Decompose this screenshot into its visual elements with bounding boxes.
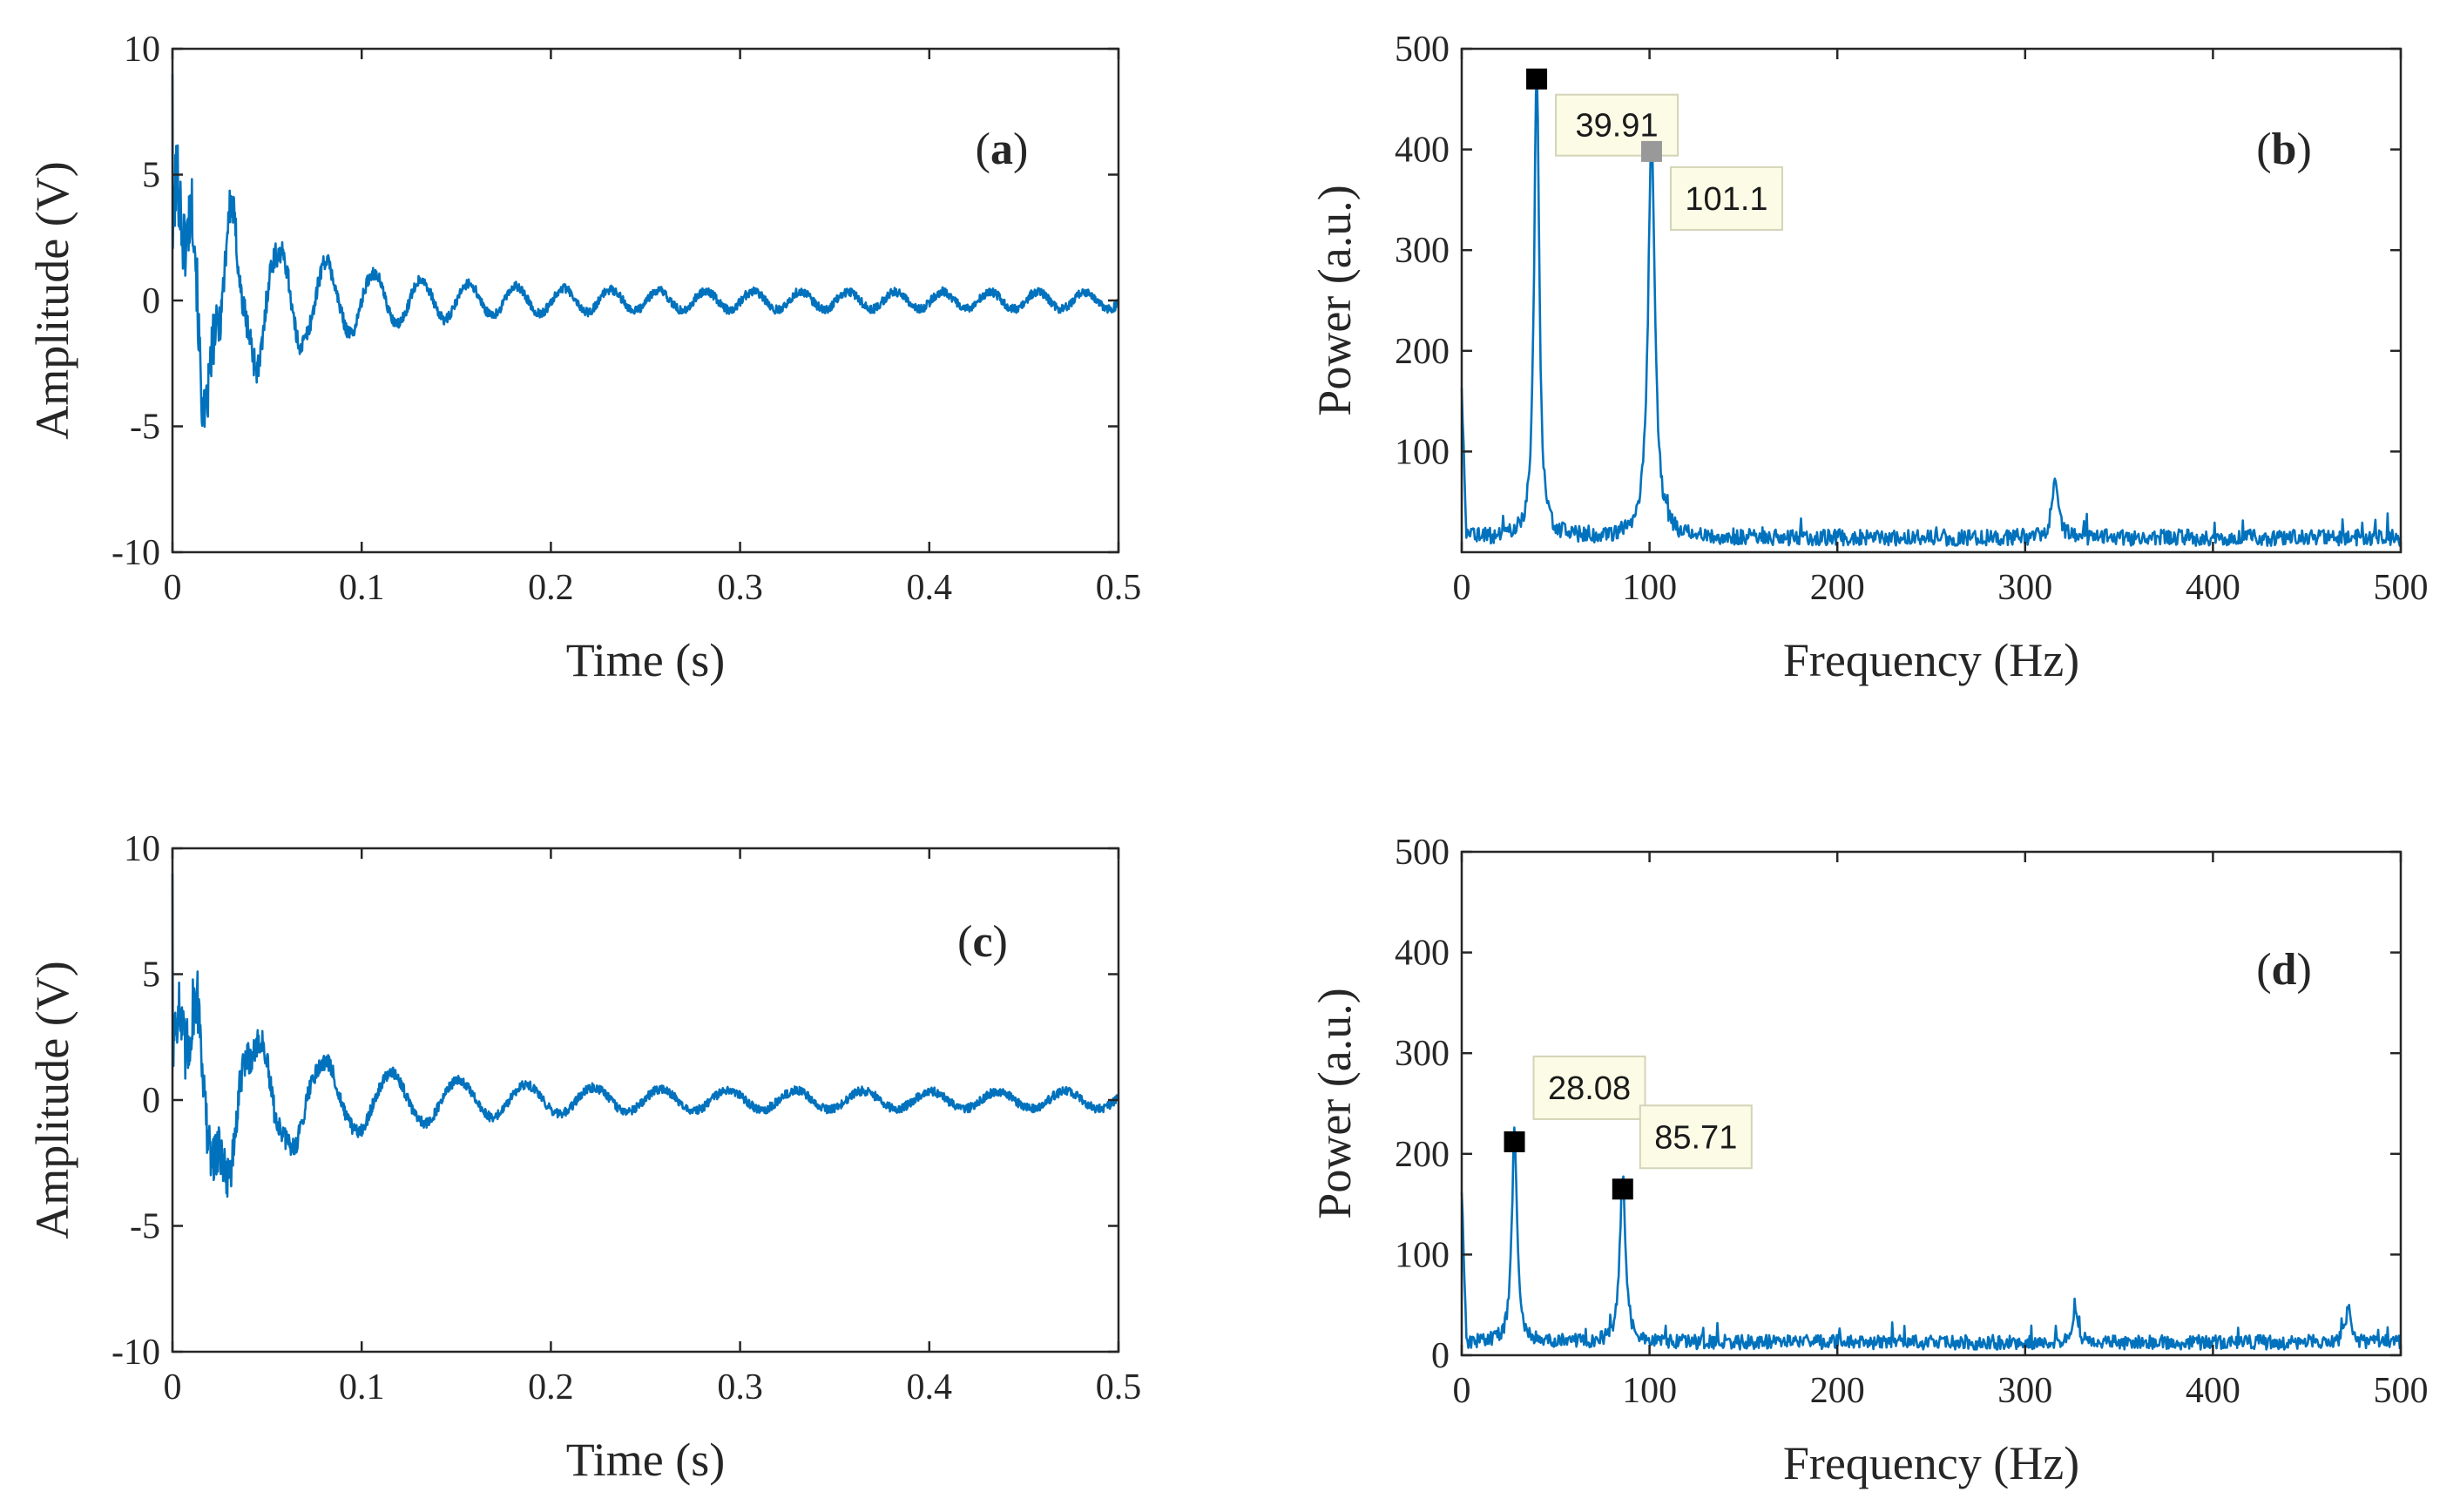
panel-a-ytick-label: 10 [124, 30, 160, 70]
panel-b-ylabel: Power (a.u.) [1308, 185, 1361, 415]
panel-d-data-tips: 28.08 85.71 [1504, 1055, 1753, 1200]
panel-d-xtick-label: 500 [2374, 1371, 2429, 1411]
panel-c-ytick-label: -10 [112, 1333, 160, 1373]
panel-b-plot [1460, 73, 2403, 547]
panel-a-ylabel: Amplitude (V) [26, 161, 78, 439]
panel-d-xtick-label: 100 [1622, 1371, 1677, 1411]
panel-b-data-tips: 39.91 101.1 [1526, 68, 1783, 231]
panel-b: 0 100 200 300 400 500 100 200 300 400 500 Frequenc… [1308, 30, 2429, 686]
panel-d: 0 100 200 300 400 500 0 100 200 300 400 500 Frequen… [1308, 833, 2429, 1489]
panel-d-spectrum-line [1460, 1126, 2402, 1351]
panel-c-ytick-label: 10 [124, 829, 160, 869]
panel-b-xtick-label: 0 [1453, 568, 1471, 608]
panel-a-ytick-label: 5 [142, 156, 160, 196]
panel-c-xlabel: Time (s) [566, 1434, 726, 1486]
panel-b-xtick-label: 400 [2186, 568, 2240, 608]
panel-d-ytick-label: 200 [1395, 1135, 1450, 1175]
panel-d-ytick-label: 400 [1395, 934, 1450, 974]
panel-d-ytick-label: 500 [1395, 833, 1450, 873]
panel-a-xtick-label: 0 [164, 568, 182, 608]
panel-b-ytick-label: 300 [1395, 231, 1450, 271]
panel-b-data-tip-label: 39.91 [1575, 108, 1658, 145]
panel-a-plot [171, 73, 1119, 429]
panel-c-label: (c) [957, 917, 1008, 967]
panel-a-xtick-label: 0.2 [528, 568, 574, 608]
panel-b-ytick-label: 400 [1395, 131, 1450, 171]
panel-b-data-tip-box [1669, 165, 1783, 231]
panel-d-data-tip-marker [1504, 1131, 1525, 1152]
panel-b-xtick-label: 100 [1622, 568, 1677, 608]
panel-b-xtick-label: 500 [2374, 568, 2429, 608]
panel-c-signal-line [171, 873, 1119, 1198]
panel-c-plot [171, 873, 1119, 1198]
panel-b-data-tip-marker [1526, 68, 1548, 90]
panel-c-xtick-label: 0.4 [907, 1367, 953, 1407]
panel-b-xtick-label: 300 [1997, 568, 2052, 608]
panel-d-data-tip-box [1639, 1104, 1753, 1170]
panel-d-data-tip-label: 85.71 [1654, 1119, 1737, 1156]
panel-b-label: (b) [2256, 125, 2312, 174]
panel-d-ticks: 0 100 200 300 400 500 0 100 200 300 400 500 [1395, 833, 2429, 1411]
panel-c: 0 0.1 0.2 0.3 0.4 0.5 -10 -5 0 5 10 Time (s) Ampli… [26, 829, 1141, 1486]
panel-a-xtick-label: 0.1 [339, 568, 385, 608]
panel-b-ytick-label: 100 [1395, 432, 1450, 472]
panel-d-xtick-label: 300 [1997, 1371, 2052, 1411]
panel-d-axes-box [1460, 850, 2403, 1357]
panel-b-ytick-label: 200 [1395, 332, 1450, 372]
panel-a-xtick-label: 0.5 [1096, 568, 1142, 608]
panel-d-plot [1460, 1126, 2402, 1351]
panel-d-data-tip-marker [1612, 1178, 1633, 1200]
panel-a-xlabel: Time (s) [566, 634, 726, 686]
panel-d-ytick-label: 300 [1395, 1034, 1450, 1074]
panel-d-ytick-label: 0 [1431, 1336, 1450, 1376]
panel-c-ytick-label: 0 [142, 1081, 160, 1121]
panel-c-xtick-label: 0 [164, 1367, 182, 1407]
panel-d-xtick-label: 200 [1810, 1371, 1865, 1411]
panel-d-xtick-label: 0 [1453, 1371, 1471, 1411]
panel-d-xtick-label: 400 [2186, 1371, 2240, 1411]
panel-d-ytick-label: 100 [1395, 1235, 1450, 1275]
panel-b-data-tip-label: 101.1 [1685, 181, 1767, 218]
panel-c-ytick-label: -5 [130, 1207, 160, 1247]
panel-a-signal-line [171, 73, 1119, 429]
panel-d-label: (d) [2256, 945, 2312, 995]
panel-a-xtick-label: 0.3 [717, 568, 763, 608]
panel-c-ticks: 0 0.1 0.2 0.3 0.4 0.5 -10 -5 0 5 10 [112, 829, 1141, 1407]
panel-c-xtick-label: 0.1 [339, 1367, 385, 1407]
panel-a-ytick-label: -10 [112, 533, 160, 573]
panel-c-xtick-label: 0.5 [1096, 1367, 1142, 1407]
panel-b-axes-box [1460, 47, 2403, 554]
panel-b-ticks: 0 100 200 300 400 500 100 200 300 400 500 [1395, 30, 2429, 608]
panel-b-xlabel: Frequency (Hz) [1783, 634, 2079, 686]
panel-d-xlabel: Frequency (Hz) [1783, 1437, 2079, 1489]
panel-b-ytick-label: 500 [1395, 30, 1450, 70]
panel-a-ticks: 0 0.1 0.2 0.3 0.4 0.5 -10 -5 0 5 10 [112, 30, 1141, 608]
panel-a-label: (a) [976, 125, 1029, 174]
panel-b-xtick-label: 200 [1810, 568, 1865, 608]
panel-a: 0 0.1 0.2 0.3 0.4 0.5 -10 -5 0 5 10 Time (s) Ampli… [26, 30, 1141, 686]
panel-c-xtick-label: 0.3 [717, 1367, 763, 1407]
panel-d-data-tip-label: 28.08 [1548, 1070, 1631, 1107]
panel-a-ytick-label: 0 [142, 281, 160, 321]
panel-d-ylabel: Power (a.u.) [1308, 988, 1361, 1218]
panel-b-data-tip-marker [1640, 140, 1662, 162]
panel-c-ylabel: Amplitude (V) [26, 961, 78, 1239]
panel-d-data-tip-box [1532, 1055, 1646, 1120]
panel-a-ytick-label: -5 [130, 408, 160, 448]
panel-c-ytick-label: 5 [142, 955, 160, 996]
panel-b-spectrum-line [1460, 73, 2403, 547]
panel-a-xtick-label: 0.4 [907, 568, 953, 608]
panel-c-xtick-label: 0.2 [528, 1367, 574, 1407]
